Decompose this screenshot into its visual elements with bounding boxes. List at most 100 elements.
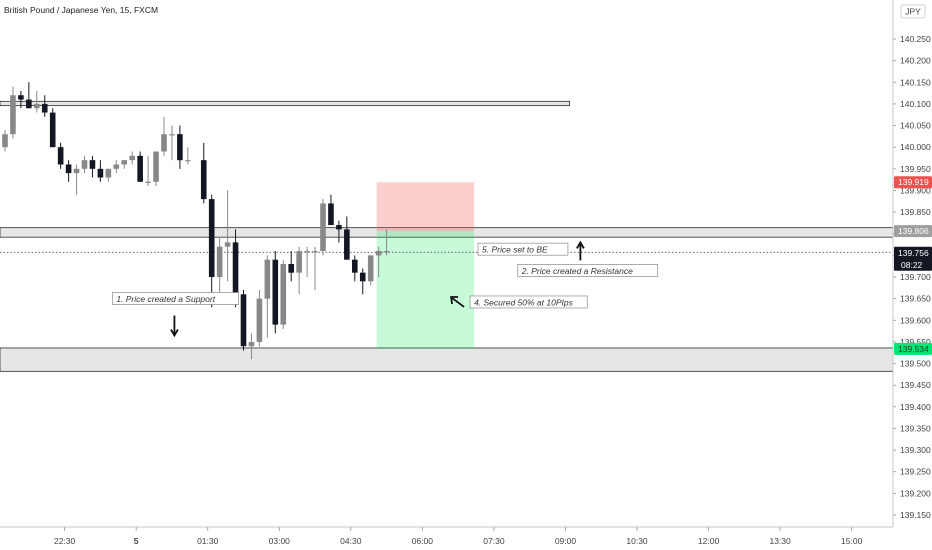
candle [280, 259, 287, 329]
y-tick-label: 140.050 [900, 121, 931, 131]
candle-body [153, 151, 159, 182]
candle-body [216, 246, 223, 277]
candle [2, 129, 8, 152]
x-axis-ticks[interactable]: 22:30 5 01:30 03:00 04:30 06:00 07:30 09:00 10:3… [54, 527, 863, 546]
candle [129, 151, 135, 165]
candle-body [240, 294, 247, 347]
candle [26, 82, 32, 109]
y-tick-label: 139.550 [900, 337, 931, 347]
chart-title: British Pound / Japanese Yen, 15, FXCM [4, 5, 158, 15]
candle [240, 289, 247, 351]
candle [336, 220, 342, 243]
trade-position[interactable] [376, 182, 475, 349]
candle [113, 160, 120, 174]
stop-loss-area[interactable] [376, 182, 475, 232]
candle-body [113, 164, 120, 169]
candle [312, 246, 318, 290]
support-zone[interactable] [0, 347, 894, 372]
x-tick-label: 22:30 [54, 536, 76, 546]
candle-body [121, 160, 128, 165]
candle-body [177, 134, 183, 161]
candle-body [264, 259, 271, 299]
note-be[interactable]: 5. Price set to BE [477, 242, 569, 256]
candle [367, 255, 374, 286]
candle-body [137, 155, 143, 182]
candle-body [304, 251, 310, 253]
candle-body [49, 112, 56, 148]
x-tick-label: 15:00 [841, 536, 863, 546]
candle [73, 164, 80, 195]
price-tag: 139.756 08:22 [894, 246, 932, 271]
candle [65, 160, 72, 182]
candle [296, 246, 302, 295]
note-secured[interactable]: 4. Secured 50% at 10PIps [450, 295, 588, 309]
note-resistance[interactable]: 2. Price created a Resistance [517, 240, 659, 277]
candle-body [129, 155, 135, 161]
candle-body [2, 134, 8, 148]
y-axis-ticks[interactable]: 140.250 140.200 140.150 140.100 140.050 140.0… [893, 34, 931, 520]
take-profit-area[interactable] [376, 231, 475, 349]
candle [10, 86, 16, 139]
y-tick-label: 139.850 [900, 207, 931, 217]
candle-body [328, 203, 334, 226]
x-tick-label: 10:30 [626, 536, 648, 546]
annotations-layer: 1. Price created a Support 2. Price creat… [111, 240, 659, 338]
candle-body [89, 160, 96, 169]
x-tick-label: 12:00 [698, 536, 720, 546]
candle [248, 333, 255, 360]
x-tick-label: 07:30 [483, 536, 505, 546]
y-tick-label: 140.100 [900, 99, 931, 109]
candle [200, 142, 207, 204]
annotation-text: 1. Price created a Support [116, 294, 215, 304]
y-tick-label: 139.300 [900, 445, 931, 455]
candle [375, 246, 382, 277]
candle-body [336, 225, 342, 230]
candle [169, 125, 175, 161]
y-tick-label: 139.250 [900, 467, 931, 477]
annotation-text: 2. Price created a Resistance [521, 266, 633, 276]
resistance-zone-top[interactable] [0, 100, 570, 107]
candle [224, 190, 231, 282]
y-tick-label: 139.950 [900, 164, 931, 174]
y-tick-label: 139.700 [900, 272, 931, 282]
candle [352, 255, 358, 282]
candle-body [367, 255, 374, 282]
candle-body [26, 99, 32, 109]
note-support[interactable]: 1. Price created a Support [111, 292, 239, 338]
candle [18, 90, 24, 109]
y-tick-label: 139.450 [900, 380, 931, 390]
currency-badge[interactable]: JPY [900, 4, 926, 19]
candle-body [383, 251, 390, 253]
candle-body [81, 160, 88, 169]
y-tick-label: 139.500 [900, 359, 931, 369]
candle [208, 194, 215, 308]
candle-body [73, 168, 80, 174]
candle-body [288, 264, 294, 273]
y-tick-label: 139.900 [900, 185, 931, 195]
candle [304, 246, 310, 277]
y-tick-label: 139.650 [900, 294, 931, 304]
price-tag-label: 139.919 [898, 177, 929, 187]
candle-body [208, 199, 215, 277]
candle [137, 151, 143, 182]
candle-body [65, 164, 72, 174]
y-tick-label: 140.000 [900, 142, 931, 152]
candle [185, 147, 191, 165]
candle [57, 142, 64, 169]
candle [49, 108, 56, 148]
candle-body [34, 103, 40, 109]
candle [34, 90, 40, 113]
x-tick-label: 04:30 [340, 536, 362, 546]
candle-body [256, 298, 263, 342]
price-tag-label: 139.756 [898, 248, 929, 258]
candle [359, 268, 366, 295]
candle [177, 125, 183, 169]
y-tick-label: 139.400 [900, 402, 931, 412]
annotation-text: 4. Secured 50% at 10PIps [474, 297, 574, 307]
y-tick-label: 139.350 [900, 423, 931, 433]
candle [145, 155, 151, 187]
arrow-up-left-icon [451, 297, 465, 308]
candle-body [280, 264, 287, 325]
